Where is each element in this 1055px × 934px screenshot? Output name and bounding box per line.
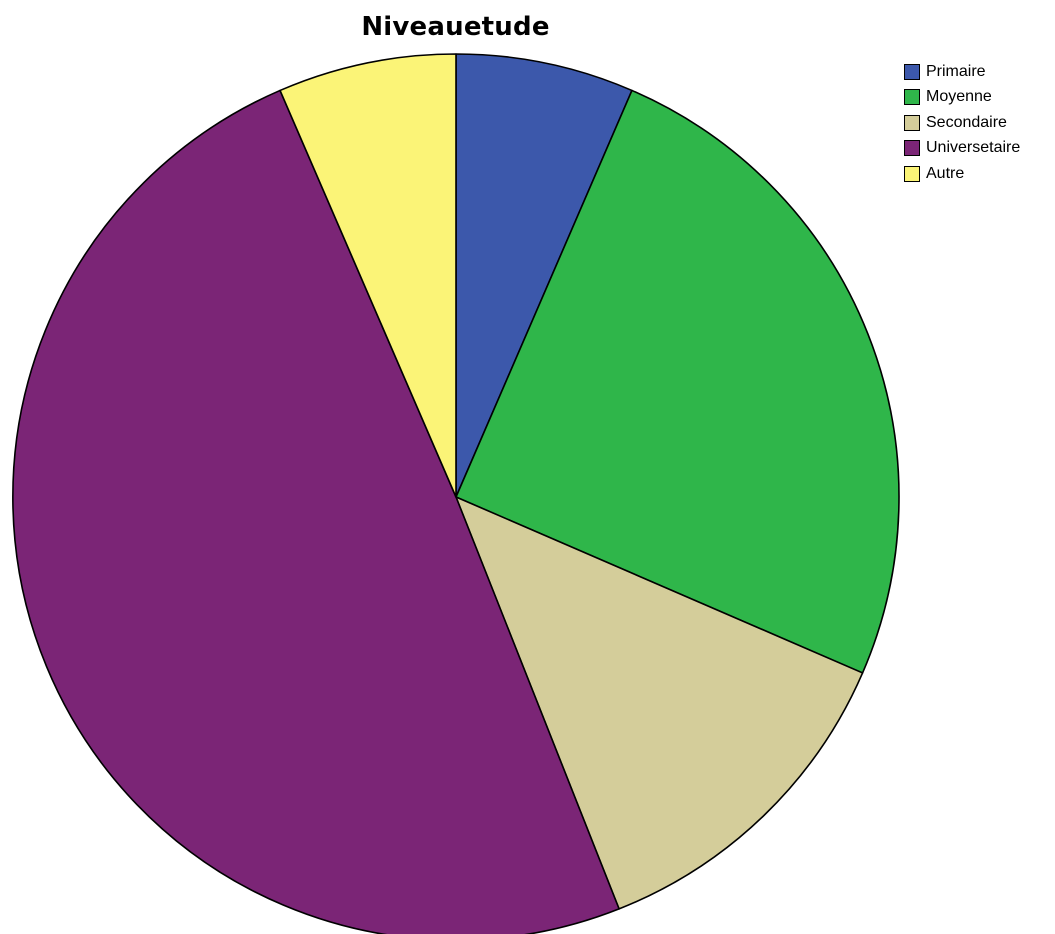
legend-item-primaire: Primaire bbox=[904, 59, 1020, 85]
legend-swatch bbox=[904, 140, 920, 156]
pie-slices bbox=[13, 54, 899, 934]
legend-item-secondaire: Secondaire bbox=[904, 110, 1020, 136]
chart-legend: Primaire Moyenne Secondaire Universetaire Au… bbox=[904, 59, 1020, 187]
legend-item-moyenne: Moyenne bbox=[904, 85, 1020, 111]
legend-item-autre: Autre bbox=[904, 161, 1020, 187]
legend-label: Universetaire bbox=[926, 139, 1020, 157]
legend-swatch bbox=[904, 115, 920, 131]
legend-item-universetaire: Universetaire bbox=[904, 136, 1020, 162]
legend-label: Primaire bbox=[926, 63, 986, 81]
legend-swatch bbox=[904, 64, 920, 80]
legend-label: Moyenne bbox=[926, 88, 992, 106]
legend-swatch bbox=[904, 166, 920, 182]
legend-label: Autre bbox=[926, 165, 964, 183]
legend-swatch bbox=[904, 89, 920, 105]
legend-label: Secondaire bbox=[926, 114, 1007, 132]
